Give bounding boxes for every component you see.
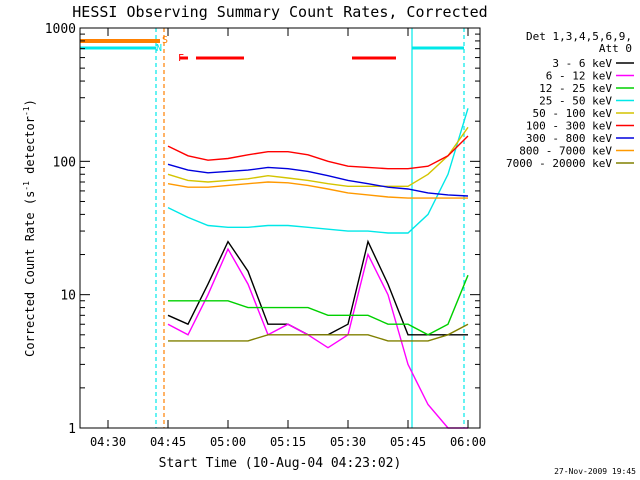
x-tick-label: 05:00: [210, 435, 246, 449]
y-tick-label: 1000: [45, 22, 76, 37]
y-tick-label: 1: [68, 422, 76, 437]
x-axis-label: Start Time (10-Aug-04 04:23:02): [159, 456, 402, 471]
y-axis-label-main: Corrected Count Rate (s: [23, 191, 37, 357]
y-axis-label-end: ): [23, 99, 37, 106]
series-line: [167, 239, 468, 336]
x-tick-label: 04:45: [150, 435, 186, 449]
series-line: [168, 323, 469, 342]
y-tick-label: 100: [53, 155, 76, 170]
x-tick-label: 04:30: [90, 435, 126, 449]
series-lines: [167, 108, 469, 429]
x-tick-label: 06:00: [450, 435, 486, 449]
series-line: [167, 126, 469, 188]
chart-title: HESSI Observing Summary Count Rates, Cor…: [72, 3, 487, 21]
legend-label: 25 - 50 keV: [539, 95, 612, 108]
y-axis-label-sup1: -1: [22, 181, 31, 191]
legend-label: 800 - 7000 keV: [519, 145, 612, 158]
flag-label-n: N: [156, 43, 162, 54]
legend-header: Det 1,3,4,5,6,9,: [526, 30, 632, 43]
legend-label: 7000 - 20000 keV: [506, 157, 612, 170]
legend-label: 6 - 12 keV: [546, 70, 613, 83]
series-line: [167, 181, 468, 199]
series-line: [168, 274, 469, 336]
legend-label: 100 - 300 keV: [526, 120, 612, 133]
x-tick-label: 05:45: [390, 435, 426, 449]
y-axis-label: Corrected Count Rate (s-1 detector-1): [22, 99, 37, 357]
legend-label: 300 - 800 keV: [526, 132, 612, 145]
marker-lines: [155, 28, 465, 428]
y-axis-label-mid: detector: [23, 116, 37, 181]
plot-frame: [79, 27, 481, 429]
flag-bars: SN F: [80, 35, 464, 64]
series-line: [167, 247, 468, 429]
legend-label: 12 - 25 keV: [539, 82, 612, 95]
x-tick-label: 05:15: [270, 435, 306, 449]
legend-label: 50 - 100 keV: [533, 107, 613, 120]
legend-label: 3 - 6 keV: [552, 57, 612, 70]
axis-ticks: 04:30 04:45 05:00 05:15 05:30 05:45 06:00 1 10 10…: [45, 22, 486, 449]
flag-label-s: S: [162, 35, 168, 46]
y-axis-label-sup2: -1: [22, 106, 31, 116]
x-tick-label: 05:30: [330, 435, 366, 449]
y-tick-label: 10: [60, 289, 76, 304]
legend-header-att: Att 0: [599, 42, 632, 55]
flag-label-f: F: [178, 53, 184, 64]
series-line: [167, 163, 469, 197]
series-line: [167, 135, 469, 170]
footer-date: 27-Nov-2009 19:45: [554, 467, 636, 476]
series-line: [167, 108, 469, 234]
